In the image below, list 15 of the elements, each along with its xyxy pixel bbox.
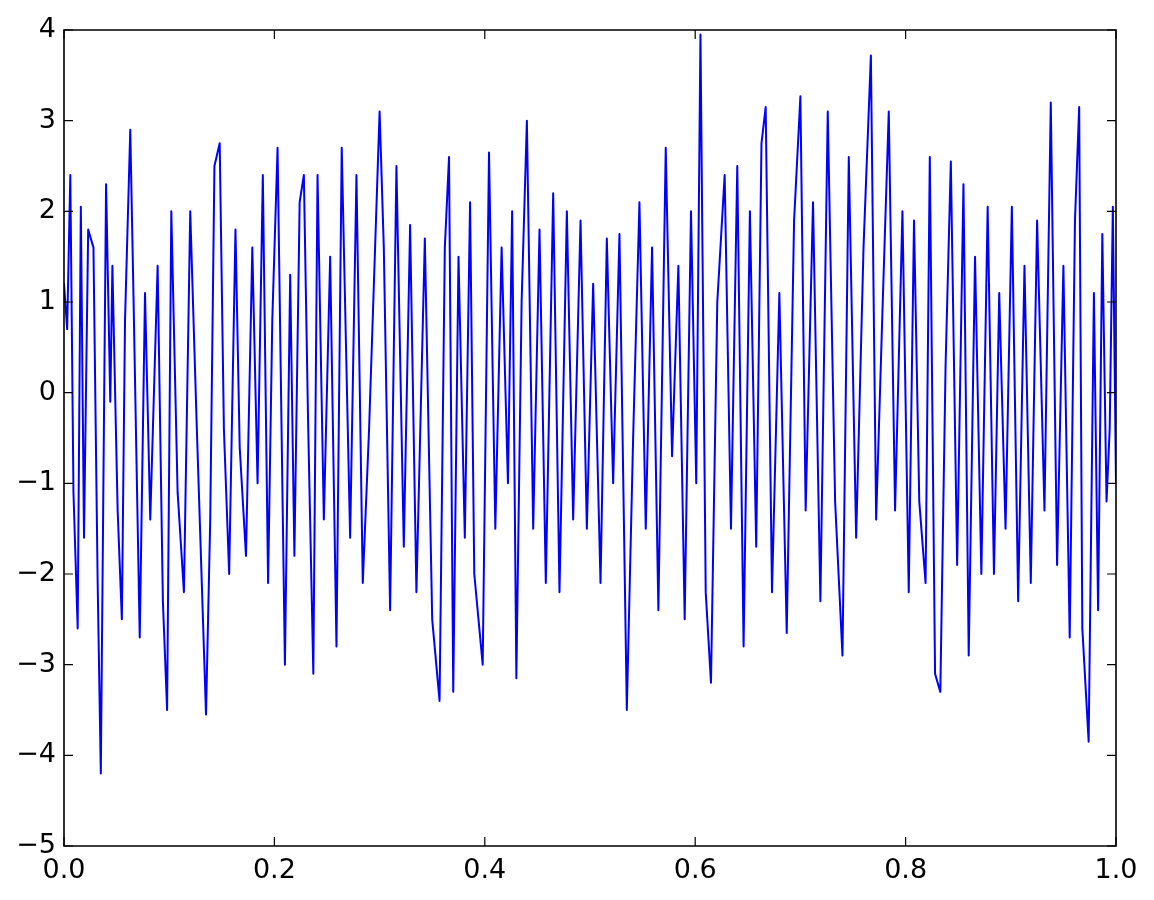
x-tick-label: 0.4	[463, 853, 507, 885]
y-tick-label: −4	[16, 737, 56, 769]
x-tick-label: 1.0	[1094, 853, 1138, 885]
y-tick-label: 1	[38, 284, 56, 316]
x-tick-label: 0.6	[673, 853, 717, 885]
y-tick-label: 0	[38, 374, 56, 406]
y-tick-label: −3	[16, 646, 56, 678]
y-tick-label: 3	[38, 102, 56, 134]
y-tick-label: 2	[38, 193, 56, 225]
x-tick-label: 0.0	[42, 853, 86, 885]
x-tick-label: 0.8	[884, 853, 928, 885]
y-tick-label: −2	[16, 556, 56, 588]
y-tick-label: −1	[16, 465, 56, 497]
x-tick-label: 0.2	[252, 853, 296, 885]
y-tick-label: 4	[38, 12, 56, 44]
